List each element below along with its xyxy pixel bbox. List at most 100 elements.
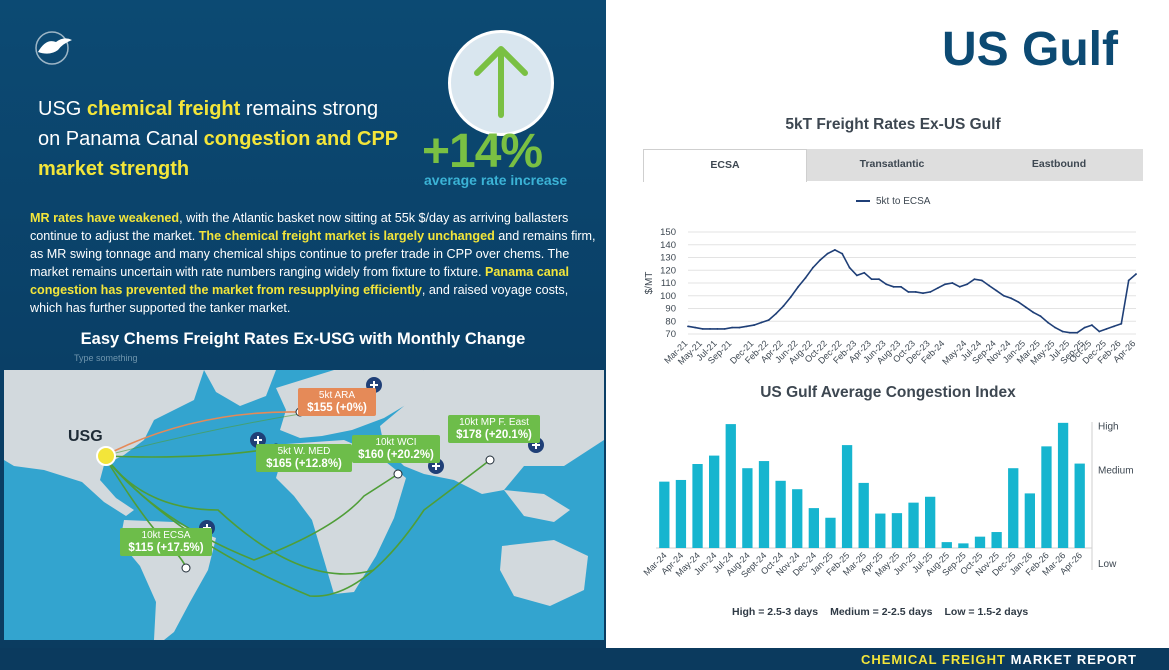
line-chart-ytick: 100: [660, 291, 676, 302]
line-chart-point: [914, 291, 917, 293]
tab-transatlantic[interactable]: Transatlantic: [859, 158, 925, 170]
footer-title: CHEMICAL FREIGHT MARKET REPORT: [860, 652, 1137, 667]
increase-arrow-badge: [448, 30, 554, 136]
route-label-ara[interactable]: 5kt ARA $155 (+0%): [298, 388, 376, 416]
line-chart-point: [885, 283, 888, 286]
congestion-bar: [792, 489, 803, 548]
route-tabs: ECSA Transatlantic Eastbound: [643, 149, 1143, 182]
line-chart-point: [936, 287, 939, 289]
line-chart-point: [1105, 328, 1108, 330]
congestion-bar: [858, 482, 869, 548]
bar-chart-ytick: High: [1098, 421, 1119, 432]
line-chart-point: [1017, 301, 1020, 304]
line-chart-point: [767, 319, 770, 321]
headline: USG chemical freight remains strong on P…: [38, 98, 398, 180]
line-chart-point: [907, 291, 910, 293]
bar-chart-ytick: Medium: [1098, 466, 1134, 477]
line-chart-point: [731, 326, 733, 329]
australia-land: [500, 540, 588, 606]
line-chart-point: [833, 248, 836, 251]
line-chart-ytick: 90: [665, 304, 676, 315]
congestion-bar: [692, 464, 703, 548]
line-chart-point: [1083, 326, 1086, 329]
line-chart-point: [782, 305, 785, 307]
congestion-legend: High = 2.5-3 days Medium = 2-2.5 days Low …: [732, 606, 1029, 618]
line-chart-point: [811, 266, 814, 269]
line-chart-point: [819, 259, 822, 261]
line-chart-point: [1127, 279, 1130, 282]
line-chart-point: [892, 285, 895, 288]
congestion-bar: [1057, 422, 1069, 548]
congestion-bar: [974, 536, 986, 548]
line-chart-point: [1024, 306, 1027, 309]
line-chart-point: [1046, 321, 1049, 324]
congestion-bar: [742, 468, 753, 548]
line-series-5kt-ecsa: [687, 248, 1137, 334]
pelican-logo-icon: [35, 31, 72, 65]
line-chart-legend: 5kt to ECSA: [856, 196, 930, 207]
market-commentary: MR rates have weakened, with the Atlanti…: [30, 211, 596, 315]
route-label-wmed[interactable]: 5kt W. MED $165 (+12.8%): [256, 444, 352, 472]
line-chart-point: [1098, 330, 1101, 333]
rate-increase-value: +14%: [422, 125, 543, 178]
line-chart-point: [1069, 331, 1071, 334]
line-chart-ytick: 110: [661, 278, 676, 289]
legend-swatch: [856, 200, 870, 203]
line-chart-point: [775, 312, 778, 315]
line-chart-ytick: 70: [665, 329, 676, 340]
congestion-bar: [808, 508, 819, 548]
region-title: US Gulf: [942, 23, 1118, 76]
line-chart-ytick: 80: [665, 316, 676, 327]
line-chart-point: [870, 278, 873, 281]
map-title: Easy Chems Freight Rates Ex-USG with Mon…: [80, 330, 526, 348]
up-arrow-icon: [474, 46, 528, 118]
congestion-bar: [758, 461, 770, 548]
route-label-wci[interactable]: 10kt WCI $160 (+20.2%): [352, 435, 440, 463]
congestion-bar: [891, 513, 903, 548]
line-chart-point: [1002, 294, 1005, 297]
line-chart-point: [980, 279, 983, 282]
congestion-bar-chart: Mar-24Apr-24May-24Jun-24Jul-24Aug-24Sept…: [641, 421, 1134, 579]
line-chart-point: [958, 285, 961, 288]
line-chart-point: [922, 292, 924, 295]
congestion-bar: [725, 424, 736, 548]
rate-increase-label: average rate increase: [424, 172, 568, 188]
line-chart-point: [760, 321, 763, 324]
congestion-bar: [841, 445, 853, 548]
route-label-far-east[interactable]: 10kt MP F. East $178 (+20.1%): [448, 415, 540, 443]
line-chart-point: [1113, 325, 1115, 328]
line-chart-point: [929, 291, 932, 293]
congestion-bar: [958, 543, 969, 548]
line-chart-ytick: 130: [660, 253, 676, 264]
line-chart-point: [694, 326, 697, 329]
congestion-bar: [908, 502, 919, 548]
line-chart-point: [753, 324, 755, 326]
line-chart-point: [878, 278, 880, 281]
congestion-bar: [941, 542, 952, 548]
congestion-bar: [1074, 463, 1085, 548]
congestion-bar: [825, 517, 836, 548]
line-chart-point: [789, 296, 792, 298]
line-chart-point: [1091, 324, 1093, 326]
line-chart-point: [716, 328, 719, 330]
map-ghost-text: Type something: [74, 353, 138, 363]
line-chart-point: [841, 252, 844, 255]
line-chart-point: [848, 266, 851, 269]
line-chart-point: [863, 271, 866, 274]
congestion-bar: [659, 481, 670, 548]
congestion-bar: [875, 513, 886, 548]
tab-ecsa[interactable]: ECSA: [643, 149, 807, 182]
congestion-bar: [675, 479, 687, 548]
line-chart-ytick: 120: [660, 265, 676, 276]
tab-eastbound[interactable]: Eastbound: [1031, 158, 1087, 170]
congestion-bar: [925, 496, 936, 548]
congestion-bar: [991, 532, 1002, 548]
southeast-asia-land: [504, 490, 570, 522]
line-chart-point: [745, 325, 748, 328]
bar-chart-title: US Gulf Average Congestion Index: [760, 384, 1016, 401]
congestion-bar: [709, 455, 720, 548]
route-label-ecsa[interactable]: 10kt ECSA $115 (+17.5%): [120, 528, 212, 556]
line-chart-point: [1054, 326, 1057, 329]
line-chart-point: [966, 283, 968, 286]
line-chart-point: [973, 278, 976, 281]
